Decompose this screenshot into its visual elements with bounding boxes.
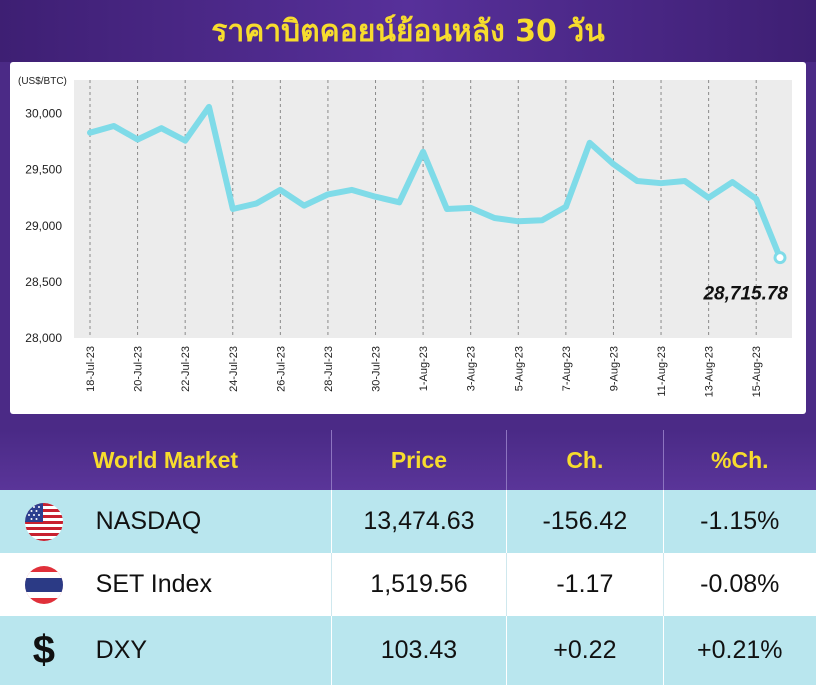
x-tick-label: 22-Jul-23 — [180, 346, 192, 392]
row-price: 103.43 — [332, 616, 508, 685]
x-tick-label: 13-Aug-23 — [704, 346, 716, 397]
header-world-market: World Market — [0, 430, 332, 490]
series-line — [87, 103, 783, 261]
row-name: SET Index — [88, 553, 332, 616]
table-header: World Market Price Ch. %Ch. — [0, 430, 816, 490]
thai-flag-icon — [24, 565, 63, 604]
row-name: DXY — [88, 616, 332, 685]
world-market-table: World Market Price Ch. %Ch. — [0, 430, 816, 685]
x-tick-label: 20-Jul-23 — [133, 346, 145, 392]
x-tick-label: 3-Aug-23 — [466, 346, 478, 391]
x-tick-label: 1-Aug-23 — [418, 346, 430, 391]
header-price: Price — [332, 430, 508, 490]
bitcoin-line-chart: 18-Jul-23 20-Jul-23 22-Jul-23 24-Jul-23 26-J… — [18, 76, 792, 397]
row-change: -1.17 — [507, 553, 664, 616]
y-tick-label: 29,500 — [25, 163, 62, 177]
us-flag-icon — [24, 502, 63, 541]
x-tick-label: 9-Aug-23 — [608, 346, 620, 391]
y-axis-label: (US$/BTC) — [18, 76, 67, 87]
row-price: 1,519.56 — [332, 553, 508, 616]
x-tick-label: 5-Aug-23 — [513, 346, 525, 391]
plot-area — [74, 80, 792, 338]
last-value-label: 28,715.78 — [702, 284, 788, 305]
dollar-icon: $ — [32, 628, 55, 672]
x-tick-label: 26-Jul-23 — [275, 346, 287, 392]
y-tick-label: 28,000 — [25, 331, 62, 345]
x-tick-label: 28-Jul-23 — [323, 346, 335, 392]
row-flag — [0, 490, 88, 553]
row-percent-change: -0.08% — [700, 570, 780, 598]
table-row: $ DXY 103.43 +0.22 +0.21% — [0, 616, 816, 685]
row-price: 13,474.63 — [332, 490, 508, 553]
x-tick-label: 30-Jul-23 — [371, 346, 383, 392]
row-name: NASDAQ — [88, 490, 332, 553]
x-tick-label: 18-Jul-23 — [85, 346, 97, 392]
row-change: +0.22 — [507, 616, 664, 685]
x-tick-label: 15-Aug-23 — [751, 346, 763, 397]
y-tick-label: 30,000 — [25, 107, 62, 121]
chart-title: ราคาบิตคอยน์ย้อนหลัง 30 วัน — [0, 0, 816, 62]
x-tick-label: 7-Aug-23 — [561, 346, 573, 391]
table-row: NASDAQ 13,474.63 -156.42 -1.15% — [0, 490, 816, 553]
table-row: SET Index 1,519.56 -1.17 -0.08% — [0, 553, 816, 616]
header-change: Ch. — [507, 430, 664, 490]
y-tick-label: 28,500 — [25, 275, 62, 289]
y-tick-label: 29,000 — [25, 219, 62, 233]
row-percent-change: +0.21% — [697, 636, 783, 664]
chart-panel: 18-Jul-23 20-Jul-23 22-Jul-23 24-Jul-23 26-J… — [10, 62, 806, 414]
x-tick-label: 24-Jul-23 — [228, 346, 240, 392]
row-change: -156.42 — [507, 490, 664, 553]
row-flag — [0, 553, 88, 616]
row-percent-change: -1.15% — [700, 507, 780, 535]
data-point — [773, 251, 787, 265]
header-percent-change: %Ch. — [711, 446, 769, 473]
row-flag: $ — [0, 616, 88, 685]
x-tick-label: 11-Aug-23 — [656, 346, 668, 397]
